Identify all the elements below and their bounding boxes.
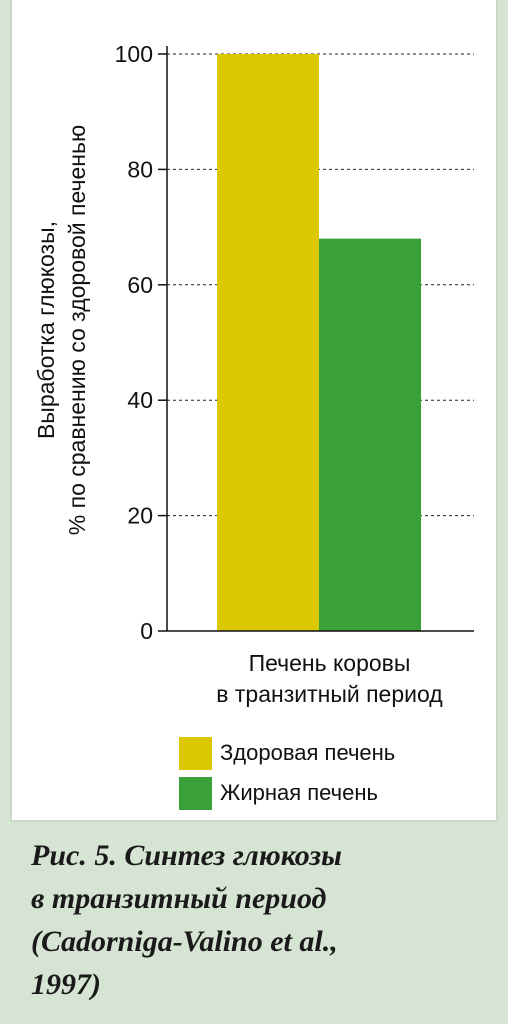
caption-line-2: в транзитный период xyxy=(31,882,327,915)
y-tick-label-60: 60 xyxy=(127,272,153,298)
y-axis-label-line-1: Выработка глюкозы, xyxy=(33,220,59,440)
y-tick-label-40: 40 xyxy=(127,387,153,413)
x-axis-label-line-2: в транзитный период xyxy=(216,681,443,707)
y-tick-label-80: 80 xyxy=(127,156,153,182)
y-tick-label-0: 0 xyxy=(140,618,153,644)
figure-caption: Рис. 5. Синтез глюкозы в транзитный пери… xyxy=(31,834,491,1006)
caption-line-4: 1997) xyxy=(31,968,101,1001)
y-axis-label-line-2: % по сравнению со здоровой печенью xyxy=(64,124,90,536)
figure-panel: 0 20 40 60 80 100 Выработка глюкозы, % по сра… xyxy=(10,0,498,822)
caption-line-1: Рис. 5. Синтез глюкозы xyxy=(31,839,342,872)
x-axis-label: Печень коровы в транзитный период xyxy=(177,648,482,710)
x-axis-label-line-1: Печень коровы xyxy=(248,650,411,676)
y-tick-label-100: 100 xyxy=(115,41,153,67)
bars xyxy=(217,54,421,631)
legend-swatch-fatty xyxy=(179,776,212,810)
legend-item-healthy: Здоровая печень xyxy=(179,733,395,773)
bar-healthy xyxy=(217,54,319,631)
y-tick-label-20: 20 xyxy=(127,503,153,529)
bar-chart: 0 20 40 60 80 100 xyxy=(115,41,474,644)
legend-item-fatty: Жирная печень xyxy=(179,773,395,813)
legend-label-fatty: Жирная печень xyxy=(220,780,378,805)
legend: Здоровая печень Жирная печень xyxy=(179,733,395,813)
bar-fatty xyxy=(319,238,421,631)
legend-swatch-healthy xyxy=(179,736,212,770)
legend-label-healthy: Здоровая печень xyxy=(220,740,396,765)
y-axis-label: Выработка глюкозы, % по сравнению со здо… xyxy=(31,70,93,590)
caption-line-3: (Cadorniga-Valino et al., xyxy=(31,925,338,958)
axes: 0 20 40 60 80 100 xyxy=(115,41,474,644)
